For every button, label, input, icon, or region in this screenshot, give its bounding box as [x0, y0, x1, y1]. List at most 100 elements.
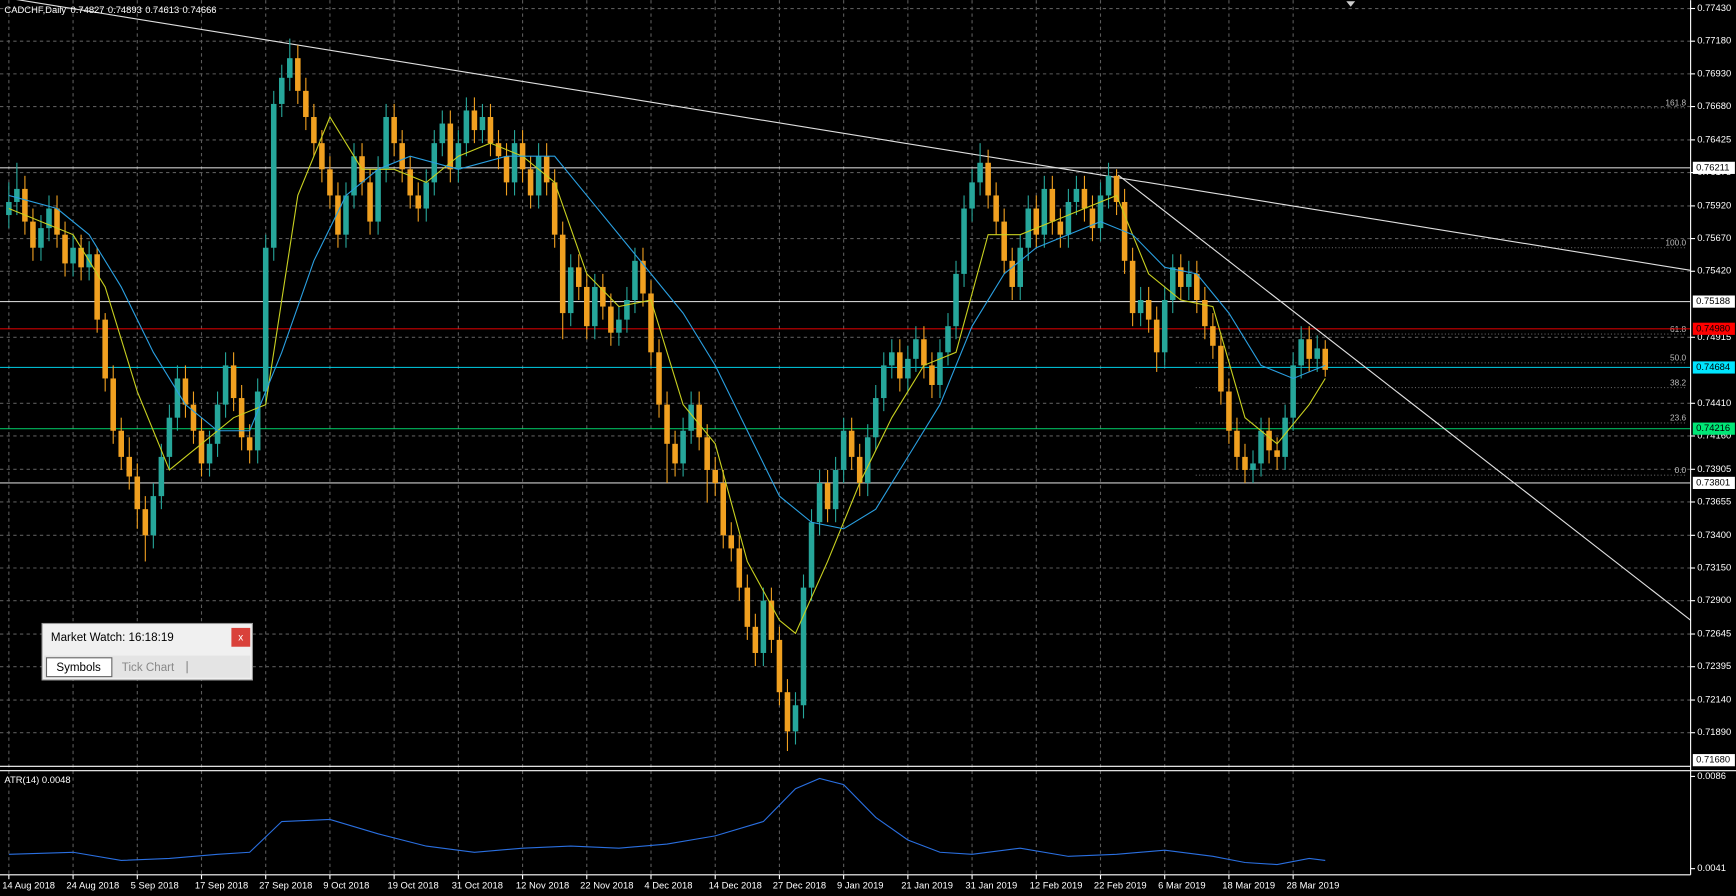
candle: [1282, 404, 1288, 470]
candle: [503, 143, 510, 196]
candle-body: [503, 156, 510, 183]
candle-body: [399, 143, 405, 170]
candle: [953, 260, 959, 340]
market-watch[interactable]: Market Watch: 16:18:19 x Symbols Tick Ch…: [41, 622, 253, 681]
x-tick-label: 31 Jan 2019: [965, 879, 1017, 890]
candle-body: [367, 182, 373, 222]
x-tick-label: 24 Aug 2018: [66, 879, 119, 890]
candle-body: [1274, 450, 1280, 457]
candle: [1242, 443, 1248, 484]
candle: [1017, 234, 1023, 301]
y-tick-label: 0.73905: [1697, 463, 1731, 474]
candle-body: [150, 496, 157, 536]
candle-body: [62, 234, 68, 264]
y-tick-label: 0.74160: [1697, 429, 1731, 440]
close-button[interactable]: [231, 627, 251, 647]
price-box-label: 0.74980: [1696, 322, 1730, 333]
chart-header: CADCHF,Daily 0.74827 0.74893 0.74613 0.74666: [4, 5, 216, 16]
candle-body: [343, 195, 349, 235]
candle: [961, 195, 967, 287]
x-tick-label: 14 Aug 2018: [2, 879, 55, 890]
candle: [800, 574, 807, 719]
candle: [351, 143, 357, 209]
candle-body: [575, 267, 582, 287]
candle: [1274, 437, 1280, 470]
candle-body: [800, 587, 807, 706]
candle-body: [94, 254, 100, 320]
candle-body: [961, 208, 967, 274]
candle: [760, 587, 767, 667]
candle-body: [897, 352, 903, 379]
candle: [407, 156, 413, 209]
candle: [279, 64, 285, 118]
candle: [1145, 286, 1152, 333]
y-tick-label: 0.74410: [1697, 397, 1731, 408]
candle: [94, 247, 100, 333]
candle-body: [295, 58, 301, 91]
candle: [206, 430, 213, 477]
price-box: [1692, 422, 1735, 435]
candle-body: [953, 273, 959, 327]
close-label: x: [238, 633, 243, 644]
candle: [1073, 175, 1080, 216]
candle: [311, 103, 317, 157]
candle: [1041, 175, 1048, 248]
tab[interactable]: [45, 657, 113, 678]
price-box: [1692, 322, 1735, 335]
candle-body: [38, 228, 44, 248]
candle: [1218, 332, 1224, 405]
candle: [1226, 378, 1232, 444]
y-tick-label: 0.75920: [1697, 199, 1731, 210]
candle: [600, 273, 606, 320]
candle: [889, 339, 895, 379]
candle-body: [335, 195, 341, 235]
price-box-label: 0.74216: [1696, 422, 1730, 433]
candle: [1202, 286, 1208, 340]
candle-body: [1234, 430, 1240, 457]
fib-label: 38.2: [1670, 377, 1687, 387]
candle-body: [238, 398, 245, 438]
candle-body: [1314, 348, 1320, 359]
x-tick-label: 9 Jan 2019: [837, 879, 884, 890]
candle-body: [1025, 208, 1032, 248]
candle-body: [1009, 260, 1015, 287]
candle-body: [391, 117, 397, 144]
fib-label: 23.6: [1670, 413, 1687, 423]
candle: [1153, 306, 1160, 372]
candle: [1178, 254, 1184, 301]
price-box: [1692, 361, 1735, 374]
candle-body: [744, 587, 751, 627]
candle: [46, 195, 52, 242]
candle-body: [351, 156, 357, 196]
y-tick-label: 0.74915: [1697, 331, 1731, 342]
price-box-label: 0.73801: [1696, 476, 1730, 487]
price-box-label: 0.76211: [1696, 161, 1729, 172]
x-tick-label: 22 Nov 2018: [580, 879, 633, 890]
candle: [672, 430, 678, 477]
candle-body: [262, 247, 269, 392]
candle: [142, 496, 149, 562]
x-tick-label: 22 Feb 2019: [1094, 879, 1147, 890]
candle: [575, 254, 582, 301]
candle-body: [319, 143, 325, 170]
tab-label[interactable]: Tick Chart: [122, 661, 175, 674]
candle-body: [1178, 267, 1184, 287]
candle: [592, 273, 598, 340]
candle: [222, 352, 229, 418]
candle: [511, 130, 518, 196]
candle: [399, 130, 405, 183]
candle: [463, 97, 470, 157]
candle: [848, 417, 855, 470]
candle-body: [487, 117, 494, 144]
candle: [343, 182, 349, 248]
candle: [471, 97, 478, 144]
x-tick-label: 17 Sep 2018: [195, 879, 248, 890]
x-tick-label: 14 Dec 2018: [709, 879, 762, 890]
candle-body: [728, 535, 735, 549]
y-tick-label: 0.76680: [1697, 100, 1731, 111]
price-box-label: 0.71680: [1696, 754, 1730, 765]
candle: [680, 417, 686, 477]
candle-body: [1226, 391, 1232, 431]
candle-body: [46, 208, 52, 229]
